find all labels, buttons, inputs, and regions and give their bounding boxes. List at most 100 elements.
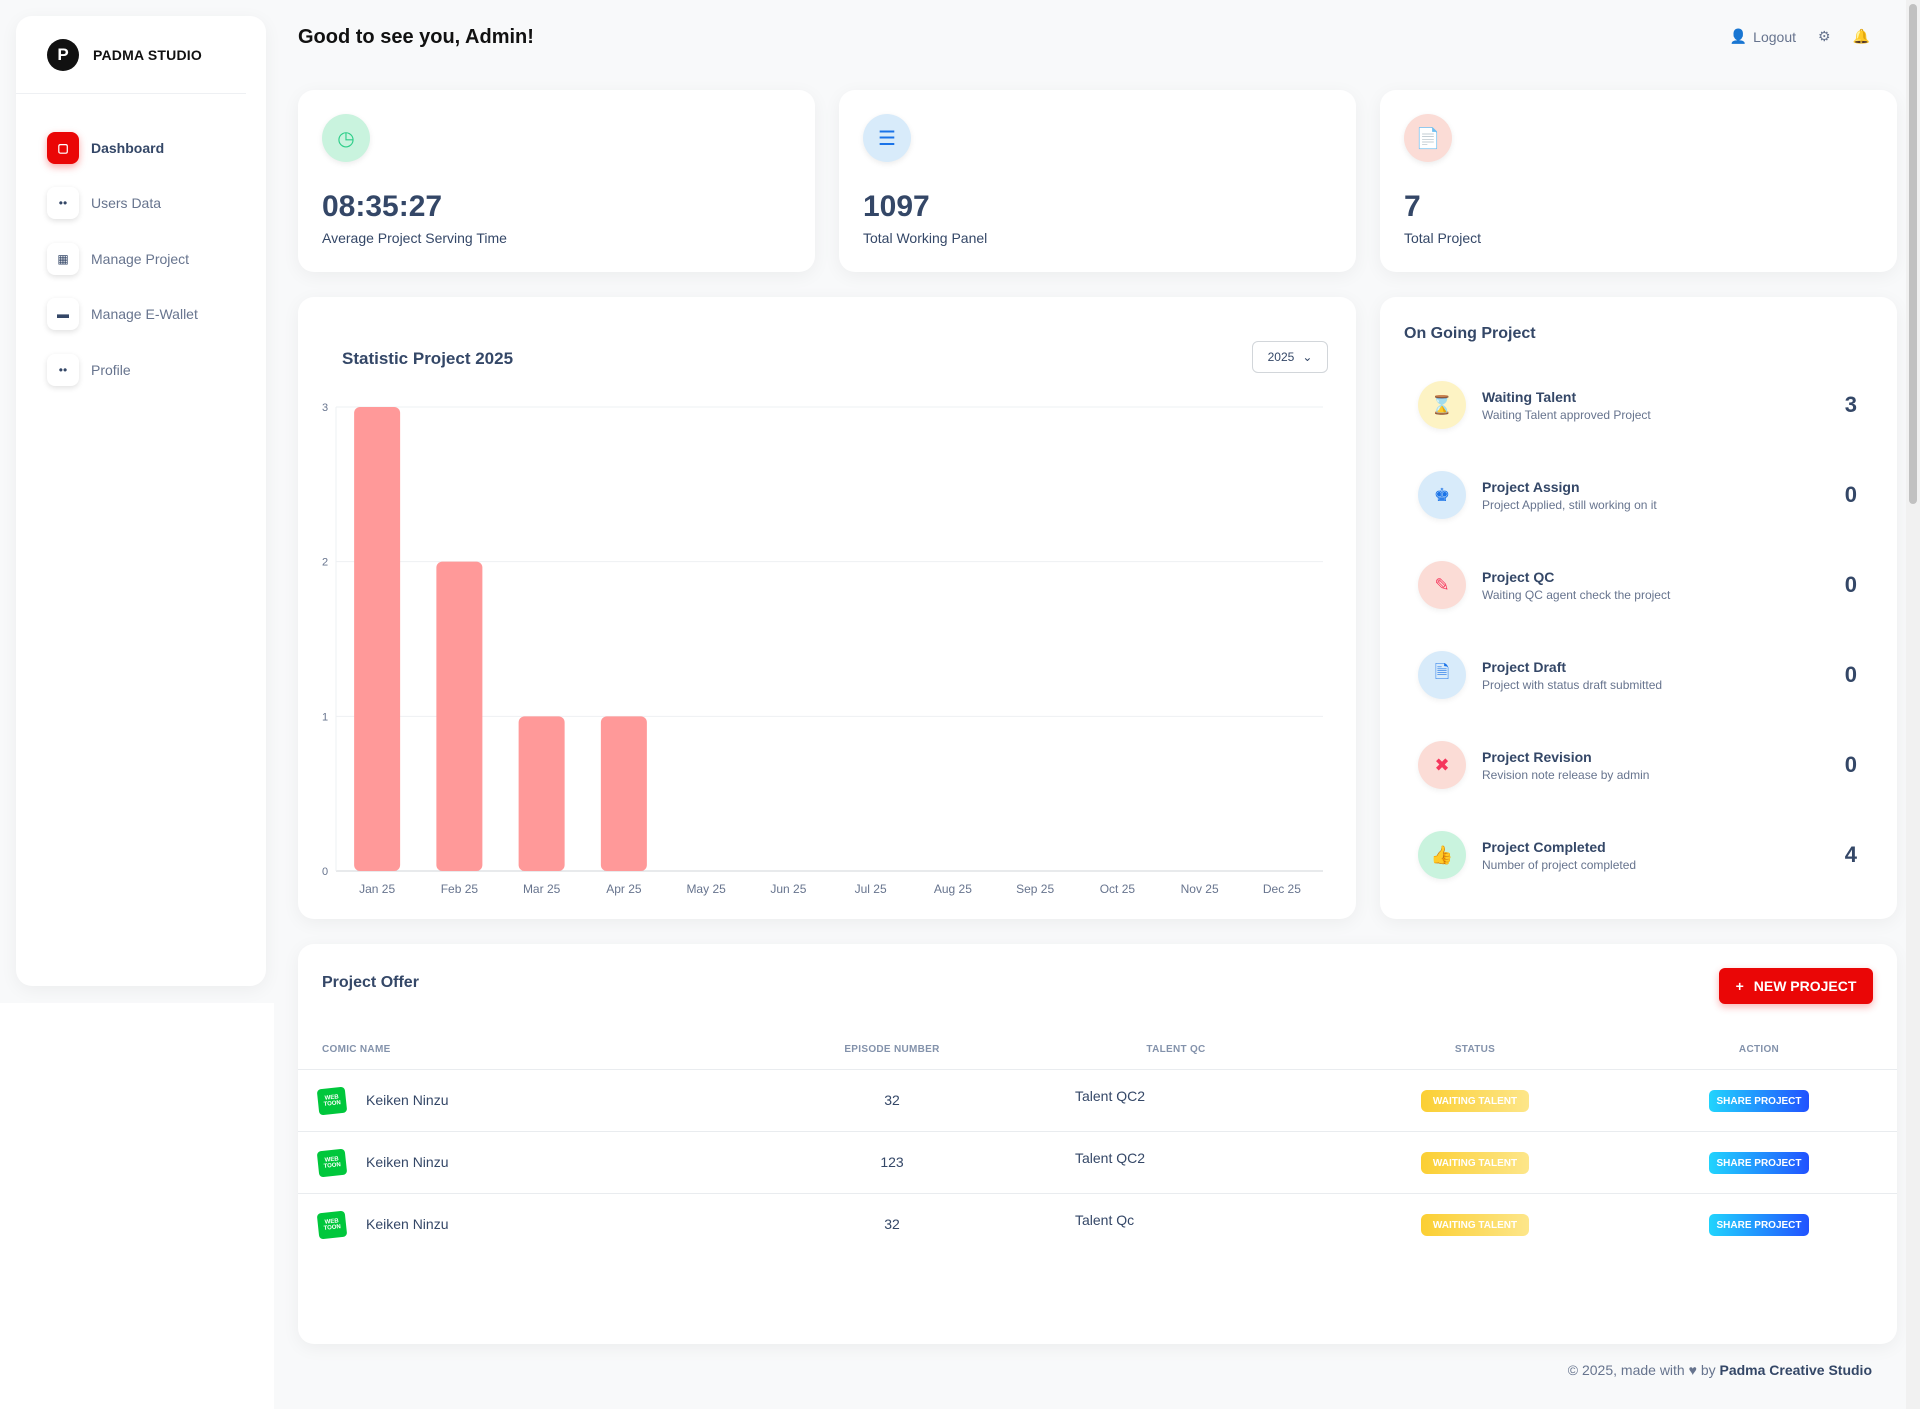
status-badge: WAITING TALENT [1421,1214,1529,1236]
chart-title: Statistic Project 2025 [342,349,514,368]
table-row: WEB TOON Keiken Ninzu 123 Talent QC2 WAI… [298,1131,1897,1193]
x-tick-label: Jul 25 [855,882,887,896]
column-header-status: STATUS [1454,1044,1496,1055]
year-select[interactable]: 2025 ⌄ [1252,341,1328,373]
comic-name: Keiken Ninzu [366,1154,449,1170]
document-icon: 🗎 [1418,651,1466,699]
footer-middle: by [1700,1362,1716,1378]
list-icon: ☰ [863,114,911,162]
bar[interactable] [436,561,483,871]
x-tick-label: May 25 [686,882,726,896]
user-icon: 👤 [1729,28,1748,44]
sidebar-item-users-data[interactable]: •• Users Data [16,176,266,232]
column-header-action: ACTION [1738,1044,1780,1055]
ongoing-item-count: 0 [1844,572,1857,597]
project-offer-card: Project Offer + NEW PROJECT COMIC NAME E… [298,944,1897,1344]
stat-card-working-panel: ☰ 1097 Total Working Panel [839,90,1356,272]
scrollbar[interactable] [1906,0,1920,1409]
ongoing-title: On Going Project [1404,325,1536,342]
table-row: WEB TOON Keiken Ninzu 32 Talent Qc WAITI… [298,1193,1897,1255]
store-icon: ▢ [47,131,79,164]
x-tick-label: Feb 25 [441,882,479,896]
sidebar-item-profile[interactable]: •• Profile [16,342,266,398]
year-select-value: 2025 [1267,350,1295,364]
share-project-button[interactable]: SHARE PROJECT [1709,1214,1809,1236]
ongoing-item-desc: Waiting QC agent check the project [1482,587,1671,602]
footer: © 2025, made with ♥ by Padma Creative St… [1568,1362,1872,1378]
share-project-button[interactable]: SHARE PROJECT [1709,1090,1809,1112]
clock-icon: ◷ [322,114,370,162]
ongoing-item-count: 0 [1844,752,1857,777]
footer-studio-link[interactable]: Padma Creative Studio [1719,1362,1873,1378]
y-tick-label: 0 [322,866,328,878]
heart-icon: ♥ [1688,1362,1697,1378]
sidebar-item-manage-e-wallet[interactable]: ▬ Manage E-Wallet [16,287,266,343]
x-tick-label: Mar 25 [523,882,561,896]
y-tick-label: 1 [322,711,328,723]
new-project-button[interactable]: + NEW PROJECT [1719,968,1873,1004]
ongoing-item-count: 4 [1844,842,1857,867]
chart-icon: ▦ [47,242,79,275]
ongoing-item-name: Project Draft [1482,658,1567,675]
ongoing-item-project-qc[interactable]: ✎ Project QC Waiting QC agent check the p… [1404,555,1857,615]
column-header-talent-qc: TALENT QC [1146,1044,1206,1055]
brand-name: PADMA STUDIO [93,46,202,63]
thumbs-up-icon: 👍 [1418,831,1466,879]
brand[interactable]: P PADMA STUDIO [16,16,246,94]
ongoing-item-project-revision[interactable]: ✖ Project Revision Revision note release … [1404,735,1857,795]
ongoing-item-name: Project Revision [1482,748,1592,765]
x-tick-label: Aug 25 [934,882,972,896]
bell-icon[interactable]: 🔔 [1852,28,1870,44]
hourglass-icon: ⌛ [1418,381,1466,429]
ongoing-item-desc: Waiting Talent approved Project [1482,407,1651,422]
sidebar-item-label: Dashboard [91,139,165,156]
stat-label: Total Project [1404,230,1482,246]
page-greeting: Good to see you, Admin! [298,26,534,48]
footer-prefix: © 2025, made with [1567,1362,1685,1378]
column-header-comic-name: COMIC NAME [322,1044,391,1055]
x-tick-label: Apr 25 [606,882,642,896]
ongoing-item-name: Waiting Talent [1482,388,1577,405]
ongoing-item-project-assign[interactable]: ♚ Project Assign Project Applied, still w… [1404,465,1857,525]
sidebar-item-label: Manage Project [91,250,190,267]
bar[interactable] [518,716,565,871]
file-x-icon: ✖ [1418,741,1466,789]
webtoon-logo-icon: WEB TOON [316,1086,348,1116]
gear-icon[interactable]: ⚙ [1818,28,1831,44]
brand-logo-icon: P [47,38,79,71]
sidebar-item-manage-project[interactable]: ▦ Manage Project [16,231,266,287]
ongoing-item-project-completed[interactable]: 👍 Project Completed Number of project com… [1404,825,1857,885]
x-tick-label: Dec 25 [1263,882,1301,896]
bar[interactable] [600,716,647,871]
talent-qc: Talent Qc [1075,1212,1135,1228]
stat-card-total-project: 📄 7 Total Project [1380,90,1897,272]
topbar: 👤 Logout ⚙ 🔔 [1730,28,1870,45]
plus-icon: + [1735,978,1744,994]
ongoing-item-waiting-talent[interactable]: ⌛ Waiting Talent Waiting Talent approved … [1404,375,1857,435]
scrollbar-thumb[interactable] [1909,4,1917,504]
stat-label: Average Project Serving Time [322,230,507,246]
x-tick-label: Sep 25 [1016,882,1054,896]
webtoon-logo-icon: WEB TOON [316,1148,348,1178]
file-icon: 📄 [1404,114,1452,162]
x-tick-label: Jun 25 [770,882,806,896]
sidebar-item-label: Profile [91,361,131,378]
status-badge: WAITING TALENT [1421,1152,1529,1174]
episode-number: 32 [884,1092,900,1108]
logout-link[interactable]: 👤 Logout [1730,28,1796,45]
ongoing-item-name: Project QC [1482,568,1555,585]
bar[interactable] [354,407,401,871]
ongoing-item-desc: Revision note release by admin [1482,767,1650,782]
comic-name: Keiken Ninzu [366,1092,449,1108]
sidebar-item-dashboard[interactable]: ▢ Dashboard [16,120,266,176]
ongoing-item-project-draft[interactable]: 🗎 Project Draft Project with status draft… [1404,645,1857,705]
column-header-episode-number: EPISODE NUMBER [844,1044,940,1055]
stat-value: 7 [1404,190,1421,223]
stat-value: 1097 [863,190,930,223]
logout-label: Logout [1753,28,1796,45]
share-project-button[interactable]: SHARE PROJECT [1709,1152,1809,1174]
stat-label: Total Working Panel [863,230,988,246]
statistic-chart-card: Statistic Project 2025 2025 ⌄ 0 1 2 3 Jan 25… [298,297,1356,919]
new-project-label: NEW PROJECT [1753,978,1857,994]
ongoing-item-desc: Project with status draft submitted [1482,677,1663,692]
